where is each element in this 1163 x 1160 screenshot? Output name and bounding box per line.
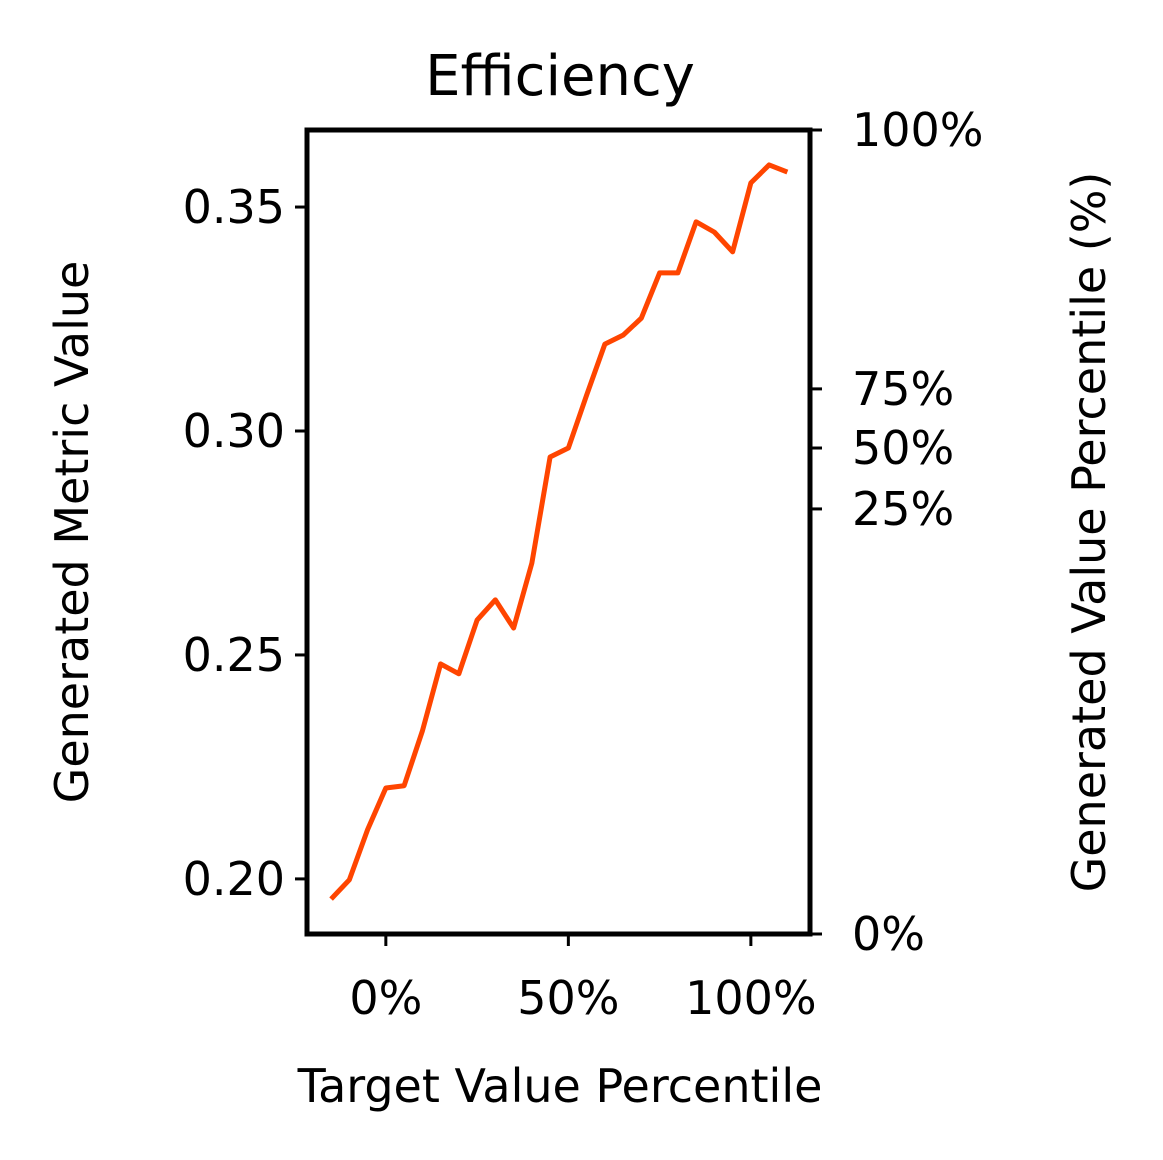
x-tick-label: 100% xyxy=(685,971,817,1025)
y-tick-label: 0.25 xyxy=(183,628,285,682)
data-line xyxy=(329,162,789,901)
chart-title: Efficiency xyxy=(425,44,695,109)
y-axis-label: Generated Metric Value xyxy=(45,261,99,804)
y-tick-label: 0.35 xyxy=(183,180,285,234)
y2-tick-label: 50% xyxy=(852,421,954,475)
y-tick-label: 0.30 xyxy=(183,404,285,458)
y2-tick-label: 100% xyxy=(852,103,984,157)
y2-tick-label: 75% xyxy=(852,362,954,416)
x-tick-label: 0% xyxy=(349,971,422,1025)
y-tick-label: 0.20 xyxy=(183,852,285,906)
y2-axis-label: Generated Value Percentile (%) xyxy=(1062,172,1116,893)
y2-tick-label: 0% xyxy=(852,907,925,961)
plot-frame xyxy=(304,127,813,937)
y2-tick-label: 25% xyxy=(852,482,954,536)
x-tick-label: 50% xyxy=(517,971,619,1025)
x-axis-label: Target Value Percentile xyxy=(297,1059,823,1113)
